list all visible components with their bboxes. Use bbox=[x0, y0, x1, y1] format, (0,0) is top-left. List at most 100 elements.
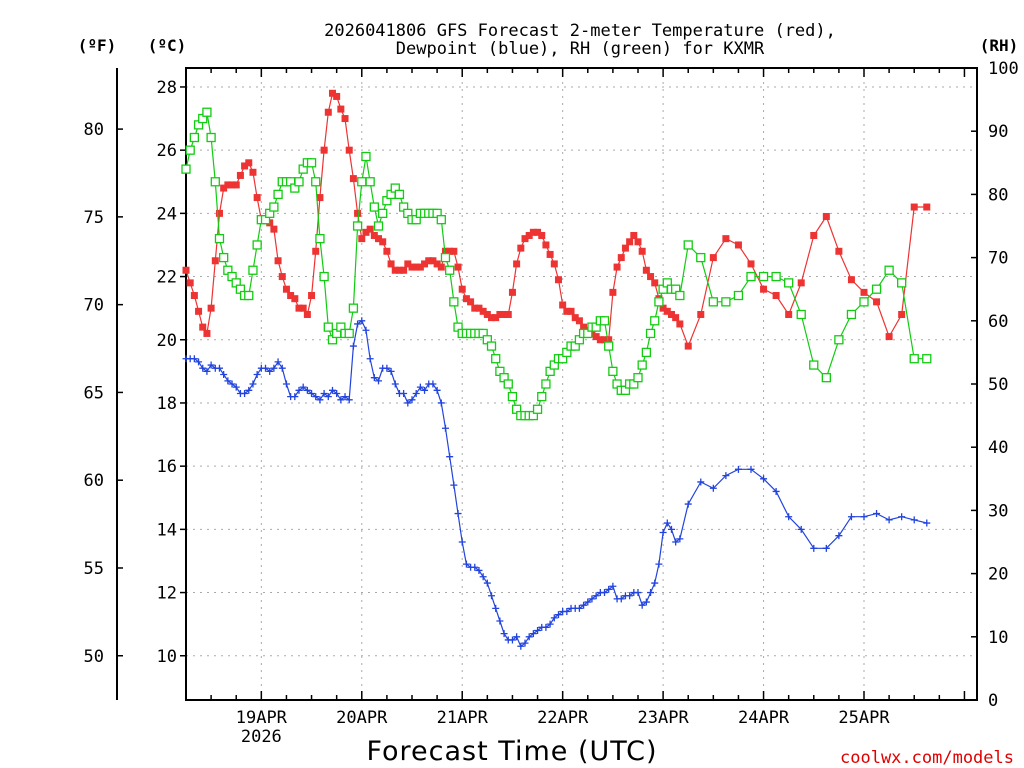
temperature-point bbox=[349, 175, 357, 183]
temperature-point bbox=[299, 304, 307, 312]
rh-point bbox=[273, 189, 283, 200]
temperature-point bbox=[408, 263, 416, 271]
temperature-point bbox=[617, 254, 625, 262]
rh-point bbox=[244, 290, 254, 301]
grid-lines bbox=[186, 68, 977, 700]
rh-point bbox=[219, 252, 229, 263]
dewpoint-point bbox=[270, 364, 278, 372]
dewpoint-point bbox=[441, 424, 449, 432]
dewpoint-point bbox=[291, 393, 299, 401]
rh-point bbox=[708, 297, 718, 307]
rh-point bbox=[507, 391, 518, 402]
time-tick-label: 19APR bbox=[236, 708, 288, 728]
rh-tick-label: 0 bbox=[988, 691, 998, 711]
dewpoint-point bbox=[508, 636, 516, 644]
temperature-point bbox=[366, 225, 374, 233]
temperature-point bbox=[224, 181, 232, 189]
dewpoint-point bbox=[190, 355, 198, 363]
dewpoint-point bbox=[429, 380, 437, 388]
temperature-point bbox=[697, 310, 705, 318]
dewpoint-point bbox=[354, 320, 362, 328]
dewpoint-point bbox=[655, 560, 663, 568]
rh-tick-label: 70 bbox=[988, 249, 1008, 269]
temperature-point bbox=[324, 108, 332, 116]
rh-tick-label: 60 bbox=[988, 312, 1008, 332]
temperature-point bbox=[626, 238, 634, 246]
temperature-point bbox=[609, 288, 617, 296]
temperature-point bbox=[601, 336, 609, 344]
dewpoint-point bbox=[391, 380, 399, 388]
dewpoint-point bbox=[810, 544, 818, 552]
temperature-point bbox=[630, 231, 638, 239]
dewpoint-point bbox=[634, 589, 642, 597]
temperature-point bbox=[391, 266, 399, 274]
temperature-point bbox=[241, 162, 249, 170]
temperature-point bbox=[517, 244, 525, 252]
dewpoint-point bbox=[672, 538, 680, 546]
dewpoint-point bbox=[199, 364, 207, 372]
temperature-point bbox=[228, 181, 236, 189]
temperature-point bbox=[596, 336, 604, 344]
dewpoint-point bbox=[375, 377, 383, 385]
dewpoint-point bbox=[676, 535, 684, 543]
temperature-point bbox=[416, 263, 424, 271]
rh-point bbox=[361, 151, 371, 162]
rh-tick-label: 20 bbox=[988, 565, 1008, 585]
rh-point bbox=[608, 366, 618, 377]
chart-title-line-2: Dewpoint (blue), RH (green) for KXMR bbox=[396, 39, 765, 59]
credit-link[interactable]: coolwx.com/models bbox=[840, 748, 1014, 768]
rh-point bbox=[599, 316, 610, 326]
dewpoint-point bbox=[747, 465, 755, 473]
rh-tick-label: 100 bbox=[988, 59, 1019, 79]
rh-point bbox=[650, 316, 660, 326]
temperature-point bbox=[471, 304, 479, 312]
temperature-point bbox=[429, 257, 437, 265]
series-layer bbox=[181, 89, 932, 650]
temperature-point bbox=[182, 266, 190, 274]
rh-point bbox=[746, 271, 756, 282]
temperature-point bbox=[400, 266, 408, 274]
series-dewpoint bbox=[182, 317, 931, 650]
dewpoint-point bbox=[822, 544, 830, 552]
temperature-point bbox=[387, 260, 395, 268]
rh-tick-label: 90 bbox=[988, 122, 1008, 142]
temperature-point bbox=[199, 323, 207, 331]
rh-point bbox=[436, 215, 446, 225]
rh-point bbox=[344, 328, 354, 339]
dewpoint-point bbox=[588, 595, 596, 603]
rh-point bbox=[637, 360, 647, 370]
temperature-point bbox=[207, 304, 215, 312]
temperature-point bbox=[462, 295, 470, 303]
dewpoint-point bbox=[898, 513, 906, 521]
dewpoint-point bbox=[500, 630, 508, 638]
dewpoint-point bbox=[513, 633, 521, 641]
rh-axis-unit: (RH) bbox=[980, 36, 1019, 55]
temperature-point bbox=[404, 260, 412, 268]
dewpoint-point bbox=[722, 472, 730, 480]
dewpoint-point bbox=[584, 598, 592, 606]
temperature-point bbox=[354, 209, 362, 217]
temperature-point bbox=[195, 307, 203, 315]
dewpoint-point bbox=[609, 582, 617, 590]
dewpoint-point bbox=[220, 371, 228, 379]
celsius-axis: 10 12 14 16 18 20 22 24 26 28 bbox=[157, 78, 186, 667]
rh-point bbox=[323, 322, 333, 332]
x-axis-title: Forecast Time (UTC) bbox=[366, 736, 657, 767]
rh-point bbox=[675, 290, 685, 301]
celsius-tick-label: 16 bbox=[157, 457, 177, 477]
rh-point bbox=[909, 354, 919, 364]
dewpoint-point bbox=[450, 481, 458, 489]
rh-point bbox=[834, 335, 844, 345]
rh-point bbox=[784, 278, 794, 288]
dewpoint-point bbox=[458, 538, 466, 546]
dewpoint-point bbox=[333, 389, 341, 397]
temperature-point bbox=[567, 307, 575, 315]
temperature-point bbox=[454, 263, 462, 271]
temperature-point bbox=[873, 298, 881, 306]
temperature-point bbox=[316, 194, 324, 202]
dewpoint-point bbox=[345, 396, 353, 404]
temperature-point bbox=[333, 92, 341, 100]
temperature-point bbox=[621, 244, 629, 252]
